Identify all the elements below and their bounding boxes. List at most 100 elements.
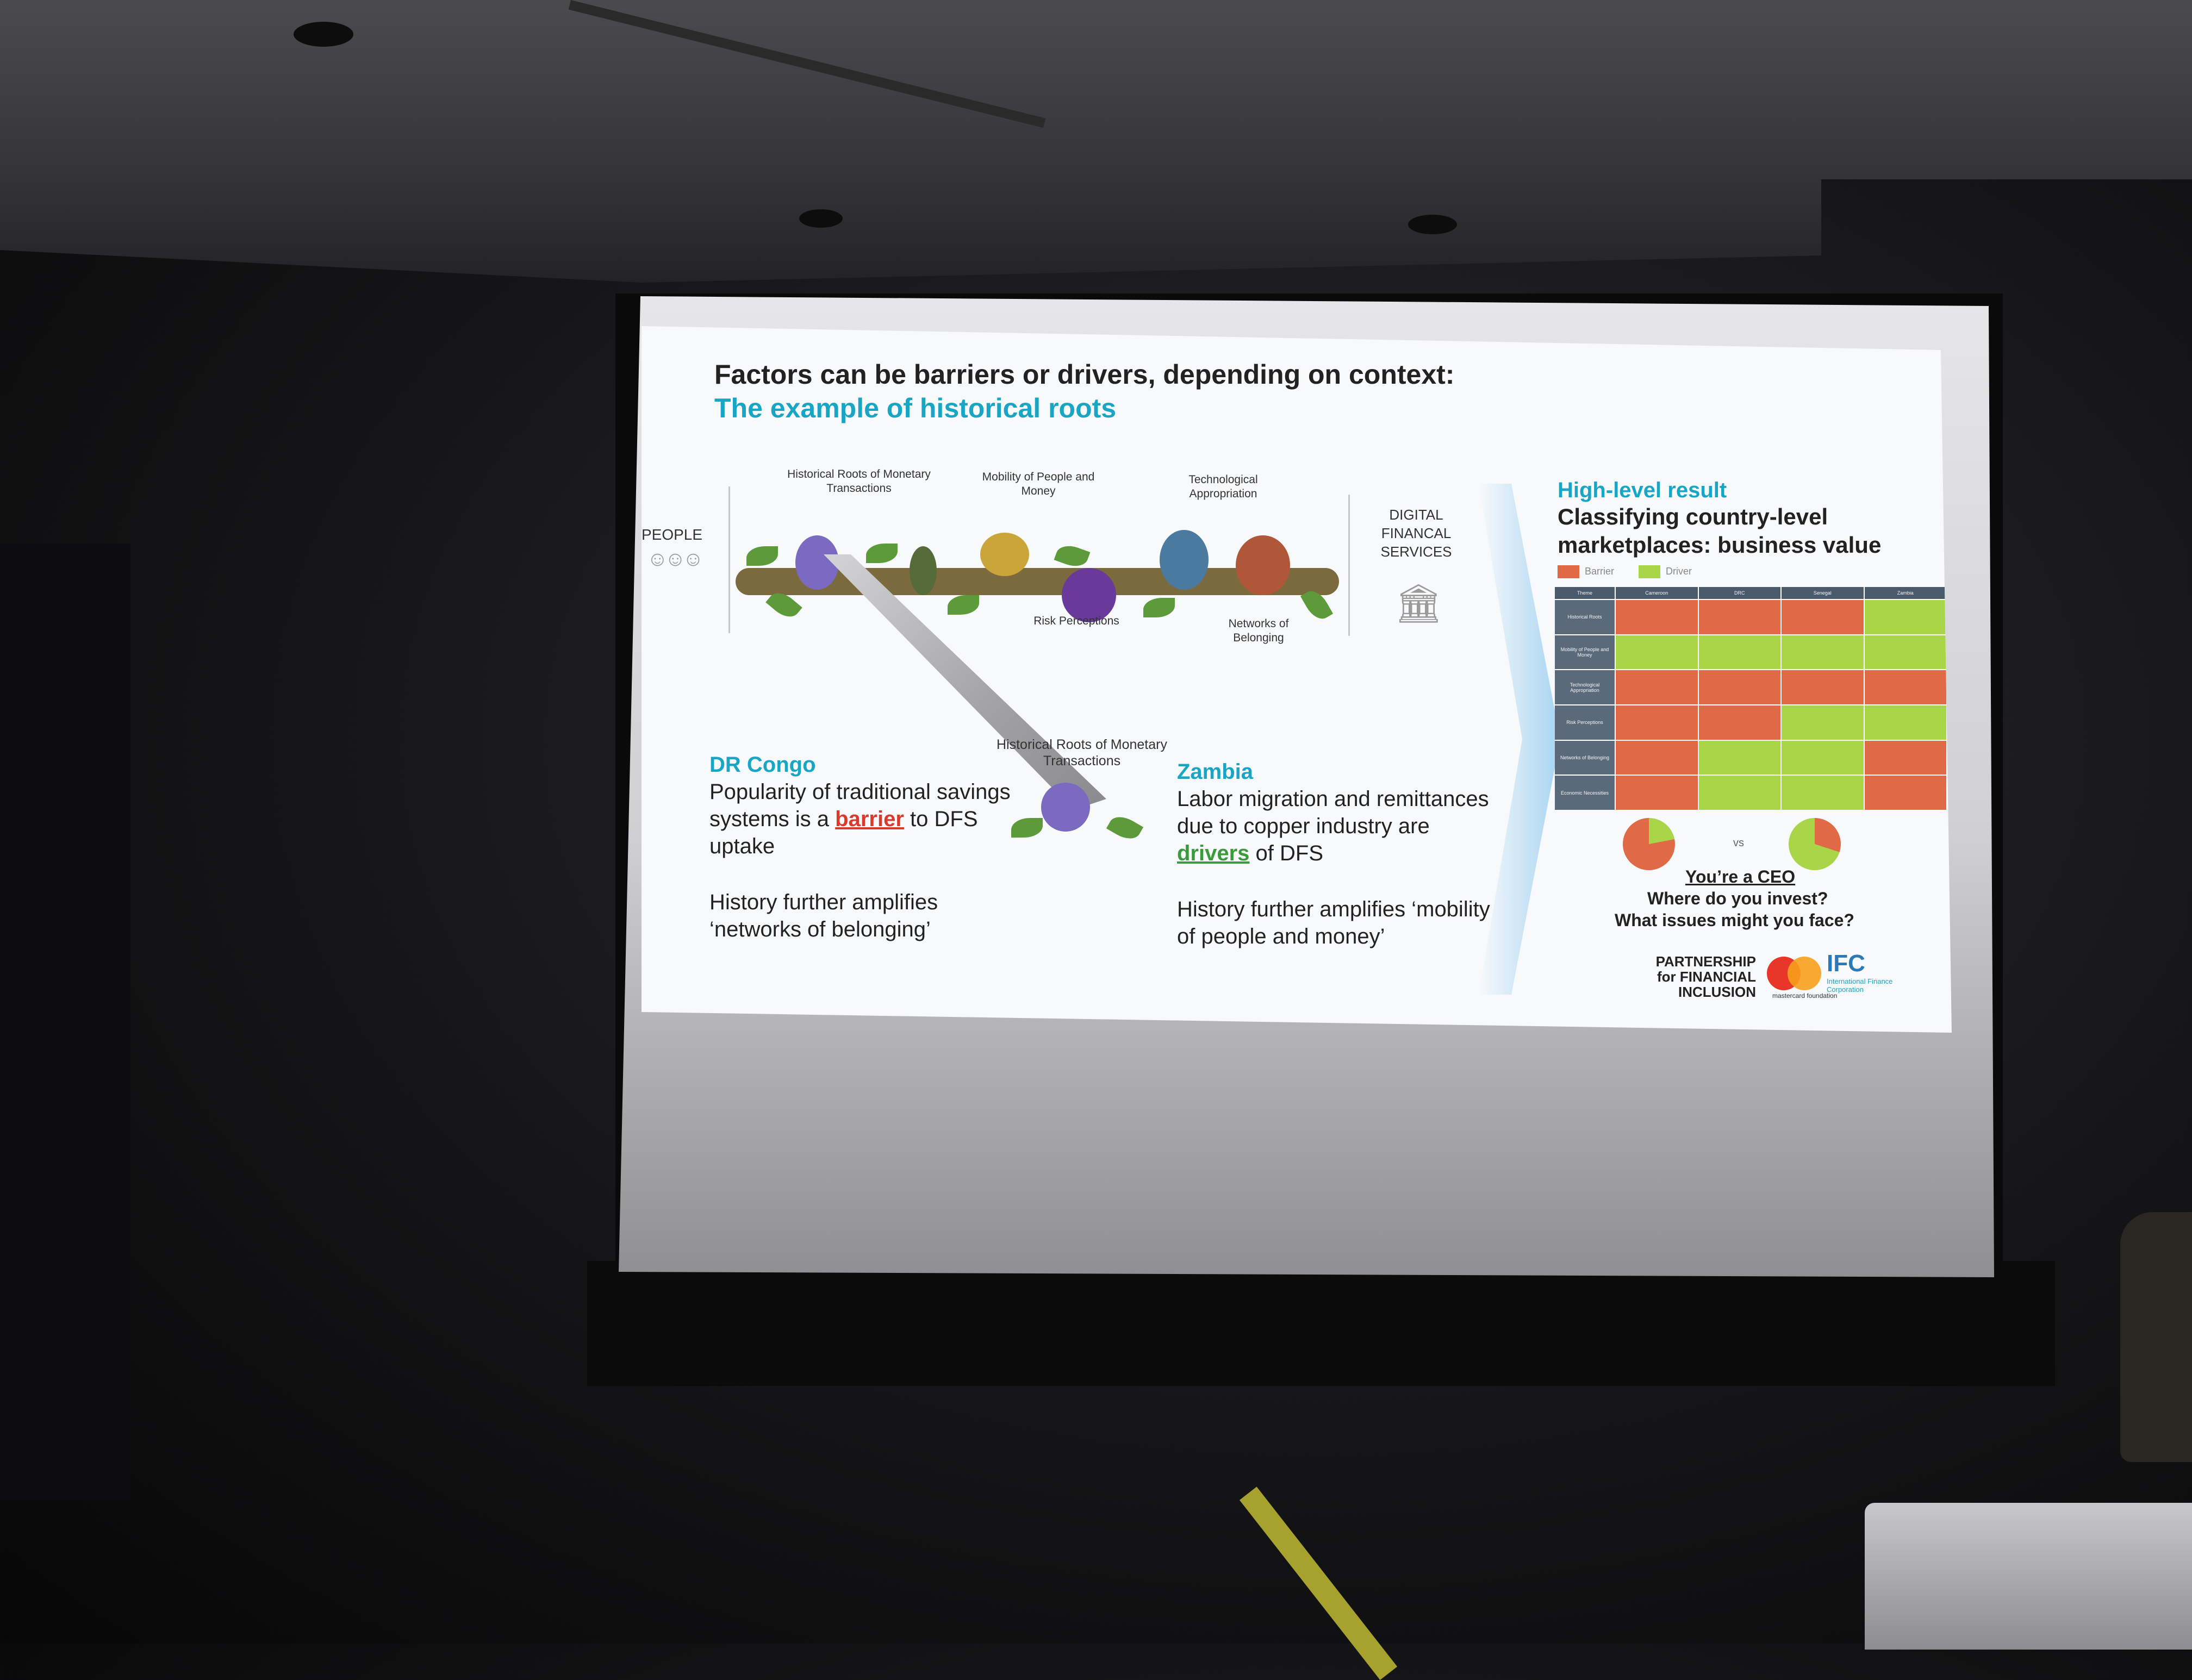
leaf: [1054, 541, 1091, 571]
grid-row-header: Networks of Belonging: [1555, 740, 1615, 775]
zoom-illustration: [1041, 783, 1090, 832]
people-figure: [1236, 535, 1290, 595]
table: [1865, 1503, 2192, 1650]
factor-label: Historical Roots of Monetary Transaction…: [787, 468, 931, 495]
ifc-caption: International Finance Corporation: [1827, 977, 1893, 994]
leaf: [866, 544, 898, 563]
grid-cell-barrier: [1864, 740, 1946, 775]
case-left-note: History further amplifies ‘networks of b…: [709, 890, 938, 941]
classification-grid: Theme Cameroon DRC Senegal Zambia Historical …: [1555, 587, 1946, 810]
grid-cell-driver: [1782, 740, 1864, 775]
case-right-text: Labor migration and remittances due to c…: [1177, 785, 1503, 867]
grid-cell-barrier: [1782, 670, 1864, 704]
slide-title: Factors can be barriers or drivers, depe…: [714, 359, 1455, 390]
grid-cell-barrier: [1698, 670, 1780, 704]
grid-row-header: Risk Perceptions: [1555, 705, 1615, 740]
grid-cell-barrier: [1782, 600, 1864, 634]
dfs-label: DIGITAL FINANCAL SERVICES: [1380, 507, 1452, 560]
case-right-text-after: of DFS: [1255, 841, 1324, 865]
ceiling-light: [294, 22, 353, 47]
floor-tape: [1240, 1487, 1398, 1680]
case-right-country: Zambia: [1177, 760, 1254, 784]
result-subtitle: Classifying country-level marketplaces: …: [1558, 504, 1882, 558]
grid-cell-driver: [1864, 705, 1946, 740]
people-figure: [910, 546, 937, 595]
ceiling-light: [799, 209, 843, 228]
grid-cell-driver: [1782, 776, 1864, 810]
people-figure: [1160, 530, 1209, 590]
factor-label: Technological Appropriation: [1188, 473, 1258, 500]
leaf: [948, 595, 979, 615]
mastercard-caption: mastercard foundation: [1772, 992, 1838, 1000]
risk-figure: [1062, 568, 1116, 622]
vs-label: vs: [1733, 837, 1744, 849]
pie-chart-left: [1623, 818, 1675, 870]
divider: [1348, 495, 1350, 636]
barrier-highlight: barrier: [835, 807, 904, 831]
tree-illustration: [728, 486, 1344, 633]
grid-row-header: Historical Roots: [1555, 600, 1615, 634]
grid-cell-barrier: [1864, 670, 1946, 704]
legend-driver: Driver: [1666, 565, 1692, 577]
chair: [2120, 1212, 2192, 1462]
grid-header: Senegal: [1782, 587, 1864, 599]
grid-cell-driver: [1698, 776, 1780, 810]
question-issues: What issues might you face?: [1615, 910, 1854, 930]
grid-header: Zambia: [1864, 587, 1946, 599]
grid-row-header: Mobility of People and Money: [1555, 635, 1615, 670]
grid-header: Cameroon: [1616, 587, 1698, 599]
case-left-text-after: to DFS uptake: [709, 807, 978, 858]
pie-chart-right: [1789, 818, 1841, 870]
leaf: [746, 546, 778, 566]
grid-cell-barrier: [1616, 670, 1698, 704]
question-invest: Where do you invest?: [1647, 889, 1828, 908]
people-label: PEOPLE: [642, 526, 703, 543]
grid-cell-barrier: [1616, 600, 1698, 634]
grid-cell-barrier: [1864, 776, 1946, 810]
grid-cell-driver: [1698, 740, 1780, 775]
grid-header: DRC: [1698, 587, 1780, 599]
people-figure: [980, 533, 1029, 576]
grid-cell-driver: [1698, 635, 1780, 670]
case-right-text-before: Labor migration and remittances due to c…: [1177, 787, 1489, 838]
drivers-highlight: drivers: [1177, 841, 1250, 865]
grid-cell-barrier: [1616, 776, 1698, 810]
stage: [587, 1261, 2055, 1386]
people-icon: ☺☺☺: [647, 548, 703, 571]
left-door: [0, 544, 130, 1500]
legend-barrier: Barrier: [1585, 565, 1615, 577]
factor-label: Mobility of People and Money: [982, 471, 1095, 497]
grid-cell-driver: [1782, 705, 1864, 740]
factor-label: Risk Perceptions: [1033, 615, 1119, 627]
factor-label: Networks of Belonging: [1228, 617, 1289, 644]
result-title: High-level result: [1558, 478, 1727, 502]
building-icon: 🏛: [1394, 582, 1443, 624]
case-right-note: History further amplifies ‘mobility of p…: [1177, 897, 1490, 948]
pfi-logo: PARTNERSHIP for FINANCIAL INCLUSION: [1655, 953, 1756, 1000]
grid-cell-driver: [1782, 635, 1864, 670]
grid-header: Theme: [1555, 587, 1615, 599]
case-left-country: DR Congo: [709, 753, 816, 777]
mastercard-logo-yellow: [1788, 957, 1821, 990]
grid-row-header: Economic Necessities: [1555, 776, 1615, 810]
projected-slide: Factors can be barriers or drivers, depe…: [642, 326, 1952, 1033]
ifc-logo: IFC: [1827, 950, 1865, 977]
zoom-label: Historical Roots of Monetary Transaction…: [996, 737, 1167, 769]
grid-cell-driver: [1864, 635, 1946, 670]
case-left-text-before: Popularity of traditional savings system…: [709, 780, 1011, 831]
people-figure: [795, 535, 839, 590]
grid-cell-barrier: [1616, 705, 1698, 740]
grid-cell-barrier: [1698, 705, 1780, 740]
grid-row-header: Technological Appropriation: [1555, 670, 1615, 704]
grid-cell-driver: [1616, 635, 1698, 670]
grid-cell-driver: [1864, 600, 1946, 634]
barrier-swatch: [1558, 565, 1579, 578]
grid-cell-barrier: [1616, 740, 1698, 775]
legend: Barrier Driver: [1558, 565, 1692, 582]
leaf: [1143, 598, 1175, 617]
ceo-line: You’re a CEO: [1685, 867, 1796, 886]
slide-subtitle: The example of historical roots: [714, 393, 1117, 423]
grid-cell-barrier: [1698, 600, 1780, 634]
driver-swatch: [1639, 565, 1661, 578]
leaf: [1011, 818, 1043, 838]
